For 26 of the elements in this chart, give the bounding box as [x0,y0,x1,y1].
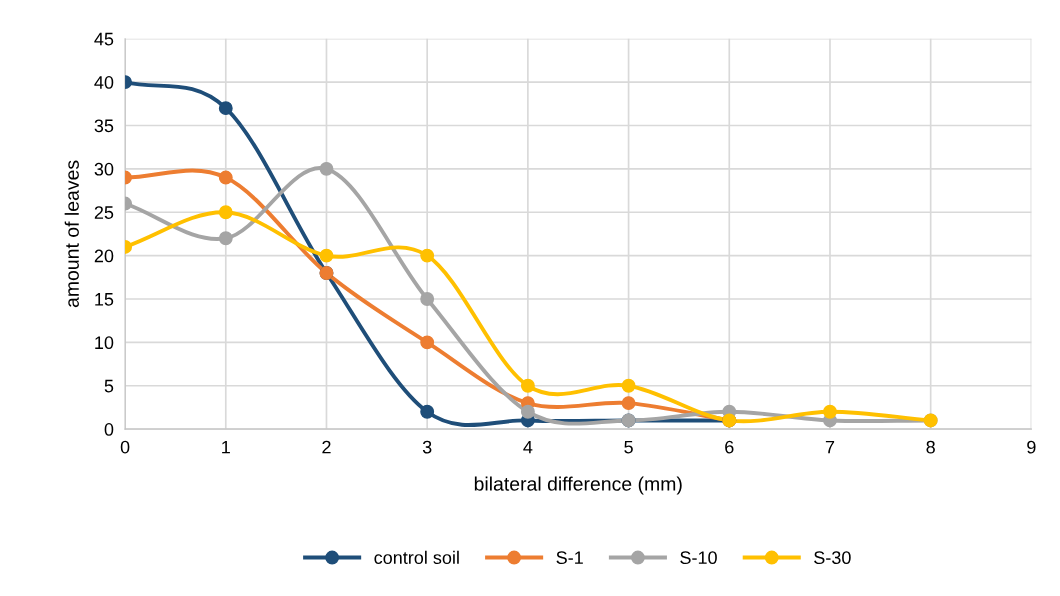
x-tick-label: 0 [120,440,130,454]
x-tick-label: 2 [322,440,331,454]
x-tick-label: 5 [624,440,633,454]
y-tick-label: 15 [95,293,114,306]
y-tick-label: 35 [94,119,114,133]
y-tick-label: 5 [104,379,114,393]
y-tick-label: 25 [94,206,114,219]
legend-label: S-1 [556,551,583,565]
x-tick-label: 9 [1027,440,1036,454]
legend-label: S-10 [680,551,717,565]
y-axis-title: amount of leaves [64,160,79,308]
y-tick-label: 40 [94,76,114,89]
y-tick-label: 45 [94,32,114,46]
x-tick-label: 8 [926,440,935,454]
x-tick-label: 7 [825,440,835,454]
y-tick-label: 20 [94,249,114,263]
legend-label: control soil [374,550,459,565]
x-tick-label: 6 [725,440,734,454]
x-tick-label: 1 [222,440,230,454]
y-tick-label: 10 [95,336,114,350]
y-tick-label: 0 [104,423,114,436]
y-tick-label: 30 [94,162,114,176]
x-axis-title: bilateral difference (mm) [474,476,682,495]
x-tick-label: 4 [523,440,533,454]
legend-label: S-30 [814,551,851,565]
x-tick-label: 3 [422,440,432,454]
